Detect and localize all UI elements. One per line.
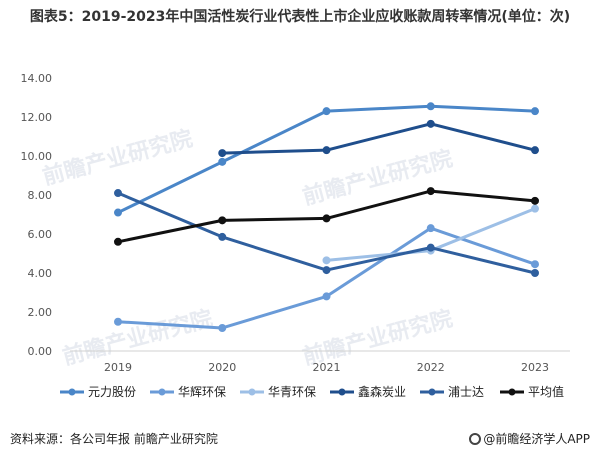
- data-point: [531, 146, 539, 155]
- data-point: [426, 119, 435, 128]
- legend-label: 浦士达: [448, 385, 484, 399]
- legend-marker: [428, 388, 436, 396]
- data-point: [218, 157, 227, 166]
- data-point: [322, 266, 331, 275]
- data-point: [322, 107, 331, 116]
- data-point: [322, 256, 331, 265]
- x-tick-label: 2019: [104, 361, 132, 374]
- y-tick-label: 0.00: [28, 345, 53, 358]
- y-tick-label: 4.00: [28, 267, 53, 280]
- legend-marker: [248, 388, 256, 396]
- legend-label: 元力股份: [88, 385, 136, 399]
- brand-text: @前瞻经济学人APP: [483, 432, 590, 446]
- data-point: [426, 187, 435, 196]
- data-point: [114, 317, 122, 326]
- data-point: [531, 269, 539, 277]
- y-tick-label: 10.00: [21, 150, 53, 163]
- data-point: [322, 292, 331, 301]
- data-point: [218, 216, 227, 225]
- legend-label: 平均值: [528, 384, 564, 399]
- series-line: [117, 226, 536, 330]
- y-tick-label: 12.00: [21, 111, 53, 124]
- brand-logo-icon: [469, 432, 482, 445]
- x-tick-label: 2020: [208, 361, 236, 374]
- data-point: [114, 189, 122, 198]
- data-point: [218, 149, 227, 158]
- legend-marker: [338, 388, 346, 396]
- data-point: [531, 260, 539, 269]
- data-point: [322, 146, 331, 155]
- y-tick-label: 6.00: [28, 228, 53, 241]
- legend-marker: [508, 388, 516, 396]
- data-point: [114, 237, 122, 246]
- data-point: [426, 243, 435, 252]
- y-tick-label: 14.00: [21, 72, 53, 85]
- data-point: [114, 208, 122, 217]
- x-tick-label: 2023: [521, 361, 549, 374]
- data-point: [531, 196, 539, 205]
- data-point: [218, 323, 227, 332]
- chart-title: 图表5：2019-2023年中国活性炭行业代表性上市企业应收账款周转率情况(单位…: [29, 9, 571, 25]
- legend-label: 华辉环保: [178, 385, 226, 399]
- source-note: 资料来源：各公司年报 前瞻产业研究院: [10, 432, 218, 446]
- legend-label: 鑫森炭业: [358, 384, 406, 399]
- x-tick-label: 2022: [417, 361, 445, 374]
- series-line: [117, 104, 536, 214]
- data-point: [531, 107, 539, 116]
- legend-label: 华青环保: [268, 385, 316, 399]
- y-tick-label: 2.00: [28, 306, 53, 319]
- data-point: [426, 224, 435, 233]
- y-tick-label: 8.00: [28, 189, 53, 202]
- data-point: [218, 232, 227, 241]
- data-point: [531, 204, 539, 213]
- x-tick-label: 2021: [313, 361, 341, 374]
- data-point: [426, 102, 435, 111]
- legend-marker: [158, 388, 166, 396]
- series-line: [222, 122, 536, 155]
- legend-marker: [68, 388, 76, 396]
- brand-credit: @前瞻经济学人APP: [469, 430, 590, 447]
- data-point: [322, 214, 331, 223]
